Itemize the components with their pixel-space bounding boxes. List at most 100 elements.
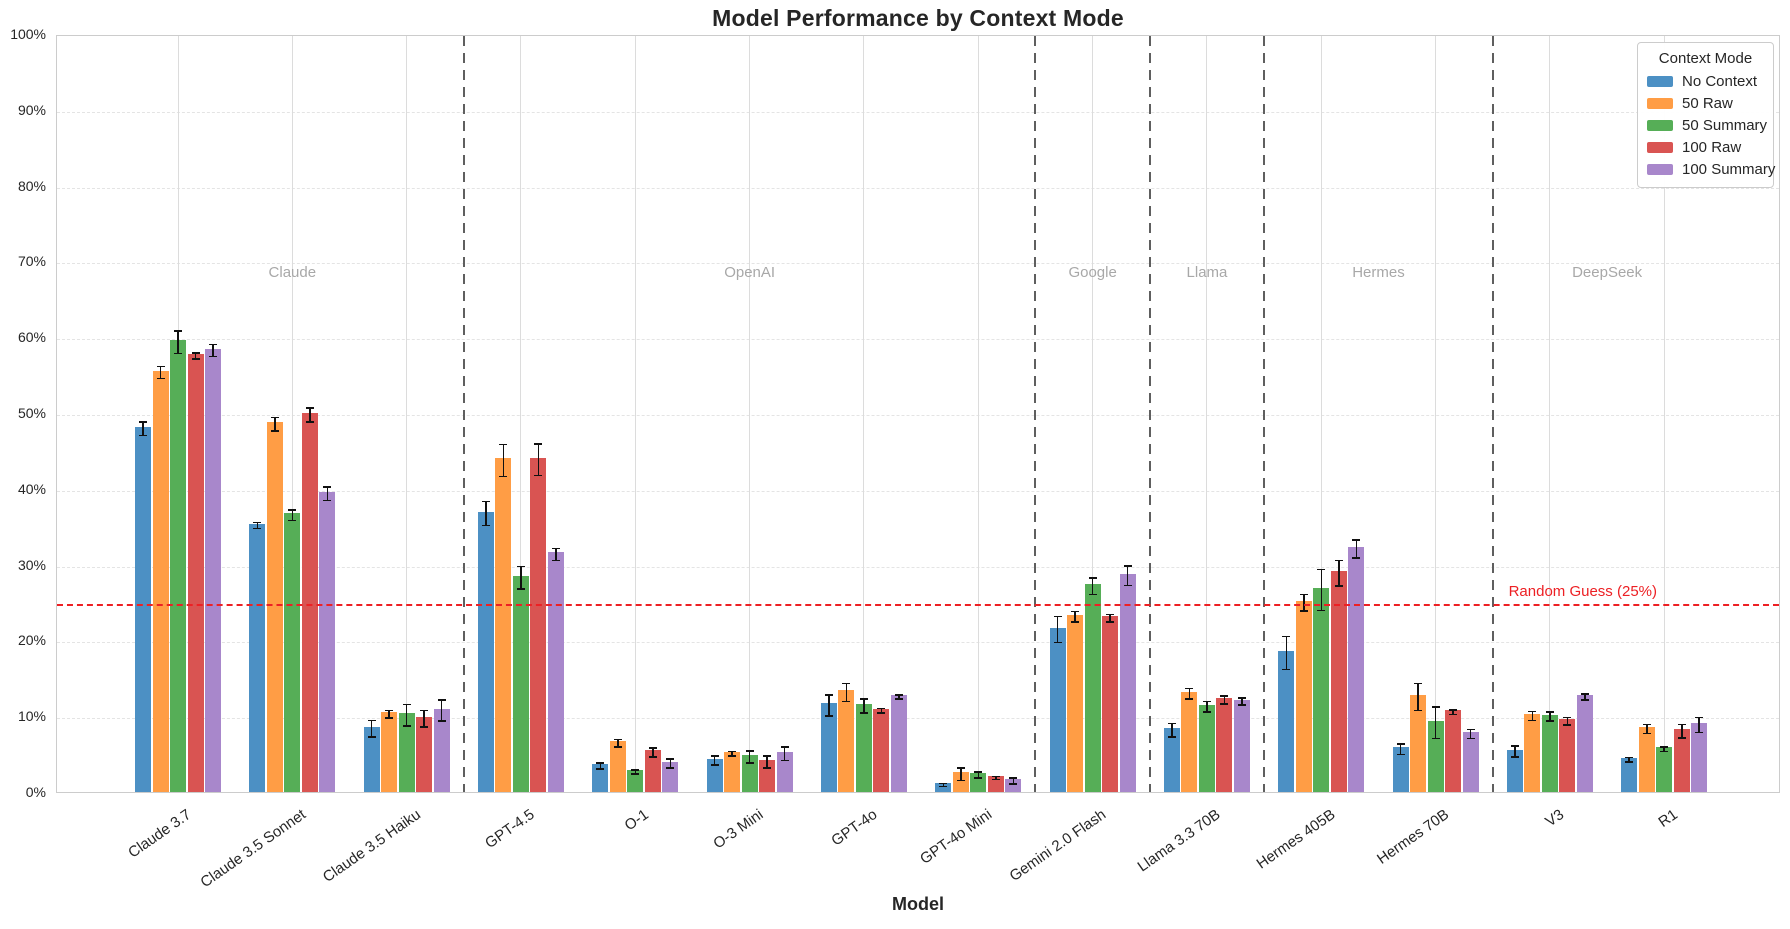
- legend-item-label: 50 Raw: [1682, 95, 1733, 112]
- error-bar-cap-top: [974, 771, 983, 773]
- gridline-horizontal: [57, 718, 1779, 720]
- error-bar-cap-bottom: [481, 524, 490, 527]
- bar-V3-No Context: [1506, 749, 1523, 792]
- error-bar-cap-bottom: [710, 764, 719, 766]
- error-bar-cap-bottom: [1449, 713, 1458, 716]
- bar-O-1-100 Raw: [644, 750, 661, 792]
- bar-Hermes 405B-No Context: [1278, 651, 1295, 792]
- error-bar-cap-top: [745, 750, 754, 752]
- error-bar: [194, 352, 197, 360]
- error-bar: [520, 565, 522, 591]
- bar-Hermes 70B-50 Raw: [1410, 694, 1427, 792]
- error-bar: [291, 508, 294, 522]
- error-bar-cap-bottom: [1106, 621, 1115, 623]
- error-bar-cap-bottom: [420, 726, 429, 729]
- error-bar-cap-bottom: [1414, 709, 1423, 712]
- error-bar-cap-top: [780, 746, 789, 748]
- error-bar-cap-top: [877, 707, 886, 710]
- bar-Gemini 2.0 Flash-50 Raw: [1067, 614, 1084, 792]
- error-bar: [995, 775, 997, 781]
- error-bar: [1285, 635, 1288, 671]
- error-bar: [1126, 565, 1129, 587]
- error-bar-cap-bottom: [323, 499, 332, 502]
- error-bar-cap-top: [1237, 696, 1246, 699]
- error-bar-cap-bottom: [1317, 609, 1326, 612]
- error-bar-cap-top: [1202, 700, 1211, 703]
- error-bar-cap-bottom: [1466, 737, 1475, 740]
- error-bar-cap-top: [1449, 709, 1458, 711]
- error-bar: [669, 758, 672, 769]
- legend-item: 100 Summary: [1647, 161, 1775, 178]
- error-bar-cap-bottom: [859, 712, 868, 714]
- gridline-vertical: [1549, 36, 1551, 792]
- brand-separator-line: [1491, 36, 1494, 792]
- bar-GPT-4.5-100 Raw: [530, 457, 547, 792]
- error-bar: [142, 421, 144, 437]
- error-bar-cap-top: [1167, 722, 1176, 725]
- error-bar: [1171, 722, 1173, 738]
- gridline-vertical: [1092, 36, 1094, 792]
- error-bar-cap-bottom: [499, 475, 508, 478]
- y-tick-label: 100%: [10, 26, 46, 42]
- y-tick-label: 30%: [17, 556, 46, 573]
- error-bar: [783, 746, 786, 762]
- error-bar-cap-bottom: [745, 762, 754, 764]
- bar-Hermes 405B-100 Raw: [1330, 571, 1347, 792]
- error-bar-cap-top: [631, 768, 640, 771]
- error-bar-cap-top: [1660, 746, 1669, 748]
- error-bar-cap-top: [956, 767, 965, 770]
- gridline-horizontal: [57, 111, 1779, 113]
- error-bar-cap-bottom: [780, 759, 789, 762]
- gridline-vertical: [291, 36, 293, 792]
- chart-title: Model Performance by Context Mode: [712, 5, 1124, 31]
- error-bar: [1188, 687, 1191, 700]
- bar-O-1-50 Summary: [627, 770, 644, 792]
- error-bar-cap-bottom: [1580, 699, 1589, 701]
- error-bar: [845, 682, 848, 703]
- error-bar: [1549, 711, 1551, 722]
- error-bar-cap-top: [499, 443, 508, 446]
- bar-Hermes 70B-100 Summary: [1462, 732, 1479, 792]
- error-bar: [898, 693, 900, 700]
- error-bar: [731, 750, 733, 757]
- error-bar-cap-bottom: [842, 700, 851, 703]
- error-bar-cap-bottom: [1677, 737, 1686, 739]
- error-bar-cap-bottom: [613, 746, 622, 748]
- error-bar-cap-bottom: [631, 773, 640, 776]
- gridline-horizontal: [57, 642, 1779, 644]
- error-bar-cap-bottom: [305, 420, 314, 423]
- bar-Claude 3.7-100 Raw: [187, 353, 204, 792]
- error-bar: [1056, 615, 1059, 644]
- bar-Hermes 70B-100 Raw: [1445, 710, 1462, 792]
- error-bar-cap-top: [420, 709, 429, 712]
- error-bar: [652, 747, 654, 758]
- error-bar: [159, 365, 162, 380]
- bar-Gemini 2.0 Flash-50 Summary: [1084, 584, 1101, 792]
- plot-area: Claude OpenAI Google Llama Hermes DeepSeek Ran…: [56, 35, 1780, 793]
- error-bar-cap-bottom: [1299, 610, 1308, 613]
- error-bar: [212, 343, 214, 358]
- error-bar-cap-bottom: [1282, 668, 1291, 671]
- error-bar-cap-top: [648, 747, 657, 749]
- error-bar-cap-top: [1528, 710, 1537, 713]
- error-bar-cap-top: [209, 343, 217, 346]
- bar-Claude 3.5 Sonnet-100 Raw: [301, 413, 318, 792]
- bar-Gemini 2.0 Flash-100 Raw: [1102, 616, 1119, 792]
- error-bar-cap-bottom: [209, 355, 217, 358]
- error-bar-cap-top: [174, 330, 182, 332]
- error-bar: [1399, 743, 1402, 756]
- error-bar: [1514, 745, 1516, 758]
- legend-item-label: 100 Raw: [1682, 139, 1742, 156]
- error-bar-cap-top: [323, 486, 332, 488]
- error-bar-cap-bottom: [270, 430, 279, 432]
- error-bar: [502, 443, 505, 478]
- error-bar-cap-top: [1071, 610, 1080, 613]
- error-bar-cap-bottom: [1237, 704, 1246, 707]
- error-bar: [1012, 777, 1015, 785]
- error-bar-cap-top: [842, 682, 851, 685]
- error-bar: [1469, 728, 1472, 740]
- brand-label-google: Google: [1068, 264, 1117, 281]
- error-bar-cap-top: [1695, 716, 1704, 719]
- error-bar-cap-top: [481, 500, 490, 503]
- error-bar-cap-top: [824, 693, 833, 696]
